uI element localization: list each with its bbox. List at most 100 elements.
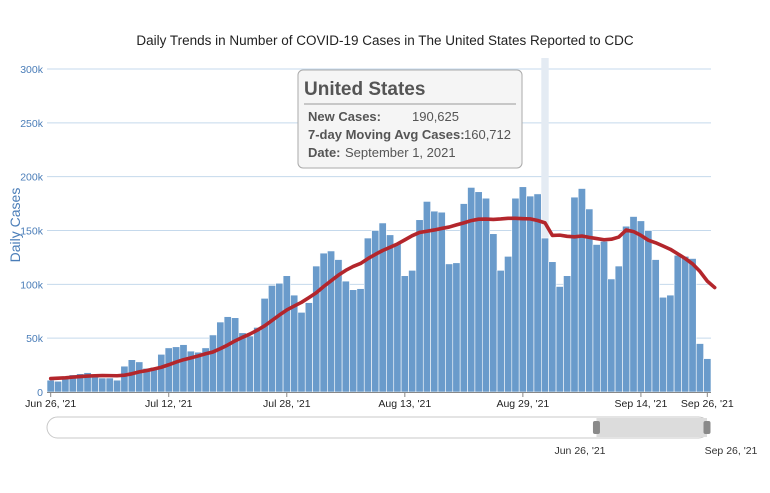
case-bar[interactable] — [179, 344, 188, 393]
case-bar[interactable] — [467, 187, 476, 393]
moving-average-line — [48, 216, 717, 381]
chart-title: Daily Trends in Number of COVID-19 Cases… — [136, 33, 633, 48]
case-bar[interactable] — [541, 237, 549, 393]
case-bar[interactable] — [253, 327, 262, 393]
case-bar[interactable] — [607, 278, 616, 393]
case-bar[interactable] — [673, 254, 682, 393]
case-bar[interactable] — [614, 265, 623, 393]
case-bar[interactable] — [629, 216, 638, 393]
y-tick-label: 300k — [20, 64, 44, 76]
case-bar[interactable] — [120, 365, 129, 393]
case-bar[interactable] — [563, 275, 572, 393]
y-tick-label: 250k — [20, 118, 44, 130]
case-bar[interactable] — [105, 377, 114, 393]
case-bar[interactable] — [504, 256, 513, 393]
case-bar[interactable] — [216, 321, 225, 393]
case-bar[interactable] — [555, 286, 564, 393]
case-bar[interactable] — [430, 210, 439, 393]
case-bar[interactable] — [260, 298, 269, 393]
case-bar[interactable] — [282, 275, 291, 393]
range-handle-left-grip[interactable] — [592, 421, 600, 434]
case-bar[interactable] — [223, 316, 232, 393]
case-bar[interactable] — [341, 280, 350, 393]
y-tick-label: 0 — [37, 387, 43, 399]
x-tick-label: Sep 26, '21 — [681, 398, 734, 410]
tooltip-avg-label: 7-day Moving Avg Cases: — [308, 127, 465, 142]
case-bar[interactable] — [548, 261, 557, 393]
case-bar[interactable] — [577, 188, 586, 393]
range-selected-window[interactable] — [596, 418, 707, 437]
range-handle-right-grip[interactable] — [703, 421, 711, 434]
tooltip-title: United States — [304, 79, 425, 100]
case-bar[interactable] — [651, 259, 660, 393]
moving-average-line-group — [48, 216, 717, 381]
case-bar[interactable] — [135, 361, 144, 393]
x-tick-label: Sep 14, '21 — [615, 398, 668, 410]
case-bar[interactable] — [644, 230, 653, 393]
tooltip-date-label: Date: — [308, 145, 341, 160]
case-bar[interactable] — [622, 225, 631, 393]
case-bar[interactable] — [526, 195, 535, 393]
case-bar[interactable] — [681, 256, 690, 393]
case-bar[interactable] — [334, 259, 343, 393]
case-bar[interactable] — [275, 282, 284, 393]
case-bar[interactable] — [666, 294, 675, 393]
case-bar[interactable] — [496, 270, 505, 393]
case-bar[interactable] — [703, 358, 712, 393]
x-tick-label: Jul 12, '21 — [145, 398, 193, 410]
case-bar[interactable] — [356, 288, 365, 393]
y-axis-ticks: 0 50k 100k 150k 200k 250k 300k — [20, 64, 44, 399]
tooltip-avg-value: 160,712 — [464, 127, 511, 142]
case-bar[interactable] — [312, 265, 321, 393]
case-bar[interactable] — [408, 270, 417, 393]
case-bar[interactable] — [113, 379, 122, 393]
case-bar[interactable] — [297, 312, 306, 393]
case-bar[interactable] — [238, 332, 247, 393]
case-bar[interactable] — [290, 294, 299, 393]
case-bar[interactable] — [489, 233, 498, 393]
case-bar[interactable] — [474, 191, 483, 393]
case-bar[interactable] — [445, 263, 454, 393]
case-bar[interactable] — [98, 377, 107, 393]
case-bar[interactable] — [90, 375, 99, 393]
case-bar[interactable] — [268, 285, 277, 393]
case-bar[interactable] — [209, 334, 217, 393]
case-bar[interactable] — [659, 296, 668, 393]
y-tick-label: 50k — [26, 333, 44, 345]
case-bar[interactable] — [533, 193, 542, 393]
case-bar[interactable] — [54, 380, 63, 393]
case-bar[interactable] — [157, 354, 166, 393]
case-bar[interactable] — [452, 262, 461, 393]
new-cases-bars[interactable] — [46, 186, 712, 393]
case-bar[interactable] — [592, 244, 601, 393]
case-bar[interactable] — [688, 258, 697, 393]
case-bar[interactable] — [327, 250, 336, 393]
case-bar[interactable] — [415, 219, 424, 393]
range-end-label: Sep 26, '21 — [705, 445, 758, 457]
case-bar[interactable] — [164, 347, 173, 393]
range-start-label: Jun 26, '21 — [554, 445, 605, 457]
range-handle-right[interactable] — [703, 421, 711, 434]
x-tick-label: Jun 26, '21 — [25, 398, 76, 410]
case-bar[interactable] — [400, 275, 409, 393]
case-bar[interactable] — [319, 252, 328, 393]
case-bar[interactable] — [459, 203, 468, 393]
case-bar[interactable] — [349, 289, 358, 393]
date-range-selector[interactable]: Jun 26, '21 Sep 26, '21 — [46, 416, 758, 457]
case-bar[interactable] — [245, 335, 254, 393]
range-handle-left[interactable] — [592, 421, 600, 434]
case-bar[interactable] — [393, 243, 402, 393]
case-bar[interactable] — [304, 302, 313, 393]
case-bar[interactable] — [437, 211, 446, 393]
case-bar[interactable] — [481, 197, 490, 393]
case-bar[interactable] — [172, 346, 181, 393]
case-bar[interactable] — [695, 343, 704, 393]
case-bar[interactable] — [570, 196, 579, 393]
case-bar[interactable] — [386, 234, 395, 393]
case-bar[interactable] — [600, 240, 609, 393]
case-bar[interactable] — [636, 220, 645, 393]
case-bar[interactable] — [46, 379, 55, 393]
case-bar[interactable] — [231, 317, 240, 393]
case-bar[interactable] — [511, 197, 520, 393]
